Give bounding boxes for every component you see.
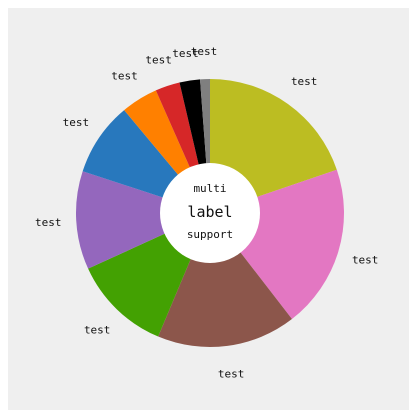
slice-label-5: test: [35, 216, 62, 229]
center-label-line-1: multi: [193, 182, 226, 195]
center-label-line-3: support: [187, 228, 233, 241]
slice-label-4: test: [84, 323, 111, 336]
chart-canvas: test test test test test test test test test test…: [8, 8, 409, 410]
donut-hole: [160, 163, 260, 263]
slice-label-1: test: [291, 75, 318, 88]
slice-label-10: test: [191, 45, 218, 58]
slice-label-8: test: [145, 53, 172, 66]
center-label-line-2: label: [187, 203, 232, 221]
slice-label-6: test: [63, 116, 90, 129]
pie-slice-5: [75, 171, 210, 269]
slice-label-2: test: [352, 254, 379, 267]
pie-slice-3: [158, 213, 292, 347]
slice-label-9: test: [172, 47, 199, 60]
slice-label-3: test: [218, 368, 245, 381]
slice-label-7: test: [111, 69, 138, 82]
